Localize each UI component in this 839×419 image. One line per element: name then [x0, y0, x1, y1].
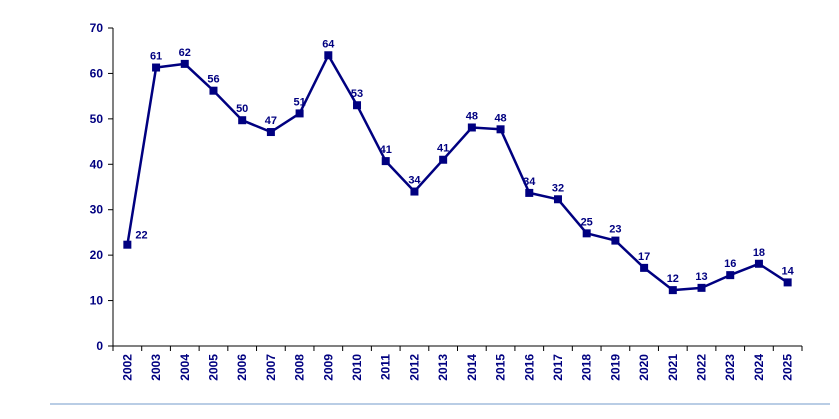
data-label: 13 [695, 271, 707, 283]
data-label: 16 [724, 258, 736, 270]
data-label: 34 [523, 176, 536, 188]
data-point-marker [295, 109, 304, 118]
y-tick-label: 0 [96, 339, 103, 353]
data-label: 48 [466, 110, 478, 122]
data-label: 17 [638, 251, 650, 263]
data-point-marker [783, 278, 792, 287]
data-label: 18 [753, 247, 765, 259]
x-tick-label: 2025 [781, 354, 795, 381]
data-point-marker [353, 101, 362, 110]
x-tick-label: 2012 [407, 354, 421, 381]
data-point-marker [467, 123, 476, 132]
data-label: 56 [207, 74, 219, 86]
x-tick-label: 2004 [178, 354, 192, 381]
y-tick-label: 60 [90, 66, 104, 80]
data-point-marker [324, 51, 333, 60]
x-tick-label: 2024 [752, 354, 766, 381]
y-axis: 0 10 20 30 40 50 60 70 [90, 21, 114, 353]
data-point-marker [611, 236, 620, 245]
x-tick-label: 2016 [522, 354, 536, 381]
data-label: 62 [179, 47, 191, 59]
data-point-marker [209, 86, 218, 95]
data-point-marker [582, 229, 591, 238]
x-tick-label: 2023 [723, 354, 737, 381]
data-label: 41 [437, 143, 449, 155]
data-label: 48 [494, 112, 506, 124]
data-point-marker [496, 125, 505, 134]
y-tick-label: 20 [90, 248, 104, 262]
bottom-divider [50, 403, 830, 405]
data-point-marker [668, 286, 677, 295]
data-label: 53 [351, 88, 363, 100]
x-tick-label: 2007 [264, 354, 278, 381]
data-point-marker [553, 195, 562, 204]
data-label: 25 [581, 216, 593, 228]
data-point-marker [152, 63, 161, 72]
x-tick-label: 2021 [666, 354, 680, 381]
data-point-marker [697, 283, 706, 292]
data-label: 34 [408, 175, 421, 187]
x-tick-label: 2006 [235, 354, 249, 381]
data-label: 47 [265, 115, 277, 127]
y-tick-label: 10 [90, 294, 104, 308]
x-tick-label: 2003 [149, 354, 163, 381]
x-tick-label: 2005 [206, 354, 220, 381]
x-tick-label: 2020 [637, 354, 651, 381]
y-tick-label: 50 [90, 112, 104, 126]
x-tick-label: 2011 [379, 354, 393, 380]
y-tick-label: 70 [90, 21, 104, 35]
data-point-marker [381, 157, 390, 166]
data-label: 64 [322, 38, 335, 50]
data-label: 51 [293, 96, 305, 108]
data-label: 23 [609, 224, 621, 236]
data-label: 50 [236, 103, 248, 115]
y-tick-label: 30 [90, 203, 104, 217]
y-tick-label: 40 [90, 157, 104, 171]
data-point-marker [525, 188, 534, 197]
x-tick-label: 2010 [350, 354, 364, 381]
data-point-marker [439, 155, 448, 164]
data-point-marker [238, 116, 247, 125]
x-tick-label: 2008 [293, 354, 307, 381]
data-label: 14 [782, 265, 795, 277]
data-label: 32 [552, 182, 564, 194]
x-tick-label: 2002 [120, 354, 134, 381]
x-tick-label: 2009 [321, 354, 335, 381]
x-tick-label: 2014 [465, 354, 479, 381]
x-tick-label: 2015 [494, 354, 508, 381]
data-label: 22 [135, 230, 147, 242]
data-label: 12 [667, 273, 679, 285]
data-label: 61 [150, 51, 162, 63]
x-tick-label: 2022 [695, 354, 709, 381]
data-point-marker [180, 59, 189, 68]
data-point-marker [123, 240, 132, 249]
x-tick-label: 2018 [580, 354, 594, 381]
series-line [126, 54, 789, 292]
data-point-marker [640, 263, 649, 272]
data-point-marker [754, 259, 763, 268]
x-tick-label: 2019 [608, 354, 622, 381]
x-tick-label: 2013 [436, 354, 450, 381]
data-point-marker [410, 187, 419, 196]
data-point-marker [266, 128, 275, 137]
x-tick-label: 2017 [551, 354, 565, 381]
data-series: 22 61 62 56 50 47 51 64 53 41 34 41 48 48 34 32 25 23 17 12… [123, 38, 795, 295]
x-axis: 2002 2003 2004 2005 2006 2007 2008 2009 2010 2011… [112, 345, 803, 381]
data-label: 41 [380, 144, 392, 156]
data-point-marker [726, 271, 735, 280]
